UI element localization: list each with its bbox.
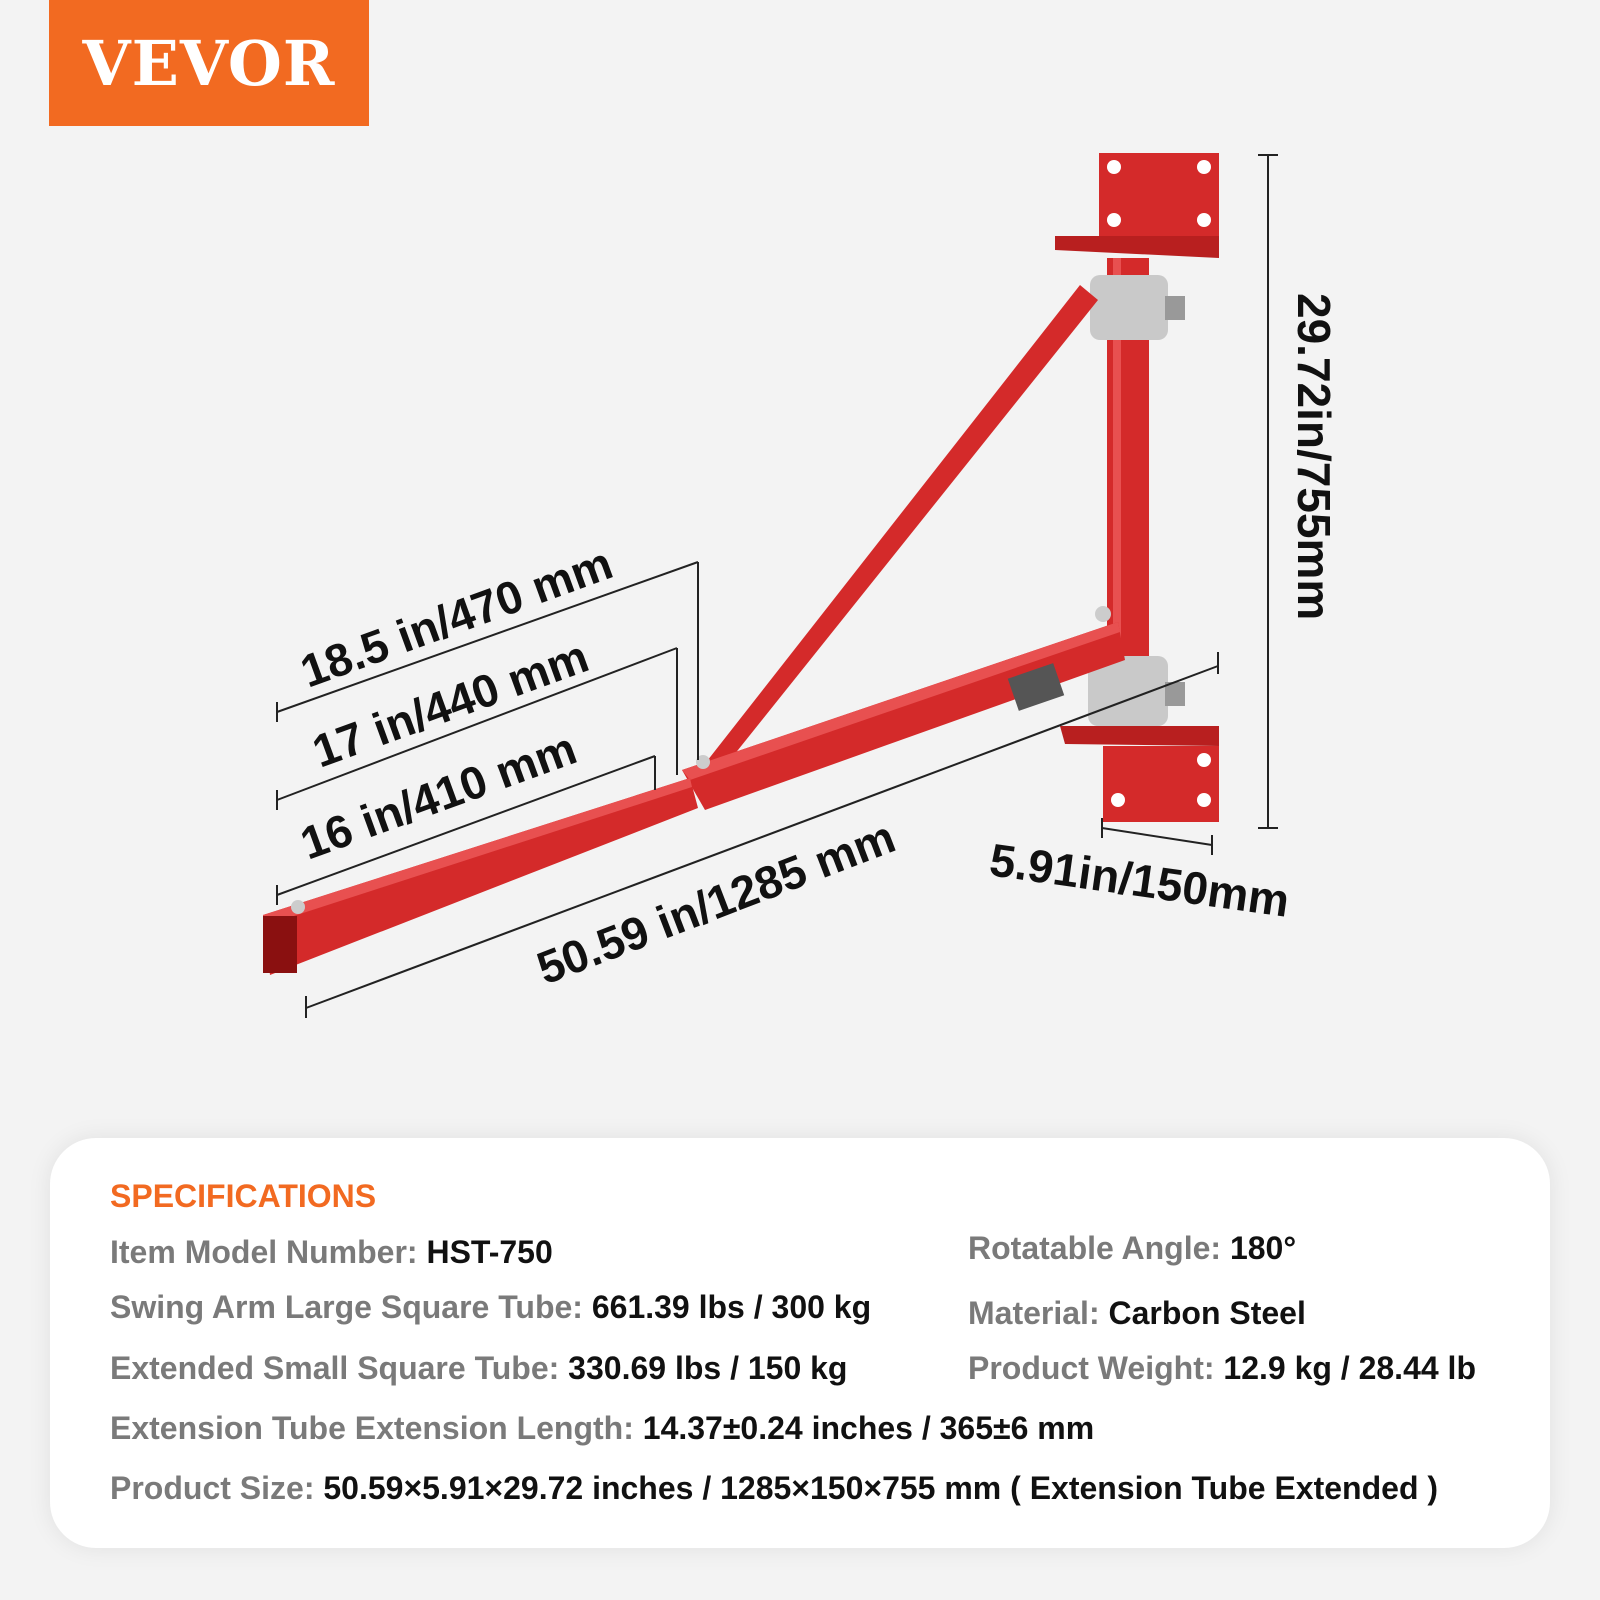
spec-small-tube: Extended Small Square Tube: 330.69 lbs /… xyxy=(110,1350,847,1387)
spec-material: Material: Carbon Steel xyxy=(968,1295,1306,1332)
large-square-tube xyxy=(682,622,1125,810)
spec-label: Material: xyxy=(968,1295,1100,1331)
spec-label: Item Model Number: xyxy=(110,1234,418,1270)
dim-height: 29.72in/755mm xyxy=(1288,293,1340,620)
spec-value: 330.69 lbs / 150 kg xyxy=(568,1350,848,1386)
spec-value: Carbon Steel xyxy=(1108,1295,1306,1331)
spec-value: HST-750 xyxy=(426,1234,553,1270)
spec-extension-length: Extension Tube Extension Length: 14.37±0… xyxy=(110,1410,1094,1447)
spec-label: Product Weight: xyxy=(968,1350,1215,1386)
label-plate xyxy=(1007,663,1065,711)
spec-label: Product Size: xyxy=(110,1470,315,1506)
specifications-card: SPECIFICATIONS Item Model Number: HST-75… xyxy=(50,1138,1550,1548)
spec-large-tube: Swing Arm Large Square Tube: 661.39 lbs … xyxy=(110,1289,871,1326)
top-wall-plate xyxy=(1055,153,1219,258)
product-drawing: 29.72in/755mm 50.59 in/1285 mm 5.91in/15… xyxy=(263,153,1340,1018)
dim-plate-width: 5.91in/150mm xyxy=(987,833,1293,926)
spec-label: Extended Small Square Tube: xyxy=(110,1350,560,1386)
spec-rotatable-angle: Rotatable Angle: 180° xyxy=(968,1230,1296,1267)
bottom-wall-plate xyxy=(1060,726,1219,822)
logo-text: VEVOR xyxy=(82,26,336,100)
small-square-tube xyxy=(263,778,698,975)
dimension-lines xyxy=(276,154,1278,1018)
spec-value: 661.39 lbs / 300 kg xyxy=(591,1289,872,1325)
spec-value: 50.59×5.91×29.72 inches / 1285×150×755 m… xyxy=(323,1470,1439,1506)
specifications-title: SPECIFICATIONS xyxy=(110,1178,377,1214)
top-clamp xyxy=(1090,275,1185,340)
spec-product-size: Product Size: 50.59×5.91×29.72 inches / … xyxy=(110,1470,1438,1507)
bottom-clamp xyxy=(1088,656,1185,726)
spec-value: 180° xyxy=(1229,1230,1297,1266)
spec-label: Extension Tube Extension Length: xyxy=(110,1410,634,1446)
spec-label: Swing Arm Large Square Tube: xyxy=(110,1289,583,1325)
spec-label: Rotatable Angle: xyxy=(968,1230,1222,1266)
spec-model-number: Item Model Number: HST-750 xyxy=(110,1234,553,1271)
spec-value: 14.37±0.24 inches / 365±6 mm xyxy=(642,1410,1095,1446)
vevor-logo: VEVOR xyxy=(49,0,369,126)
spec-product-weight: Product Weight: 12.9 kg / 28.44 lb xyxy=(968,1350,1476,1387)
spec-value: 12.9 kg / 28.44 lb xyxy=(1223,1350,1476,1386)
diagonal-brace xyxy=(700,285,1098,770)
